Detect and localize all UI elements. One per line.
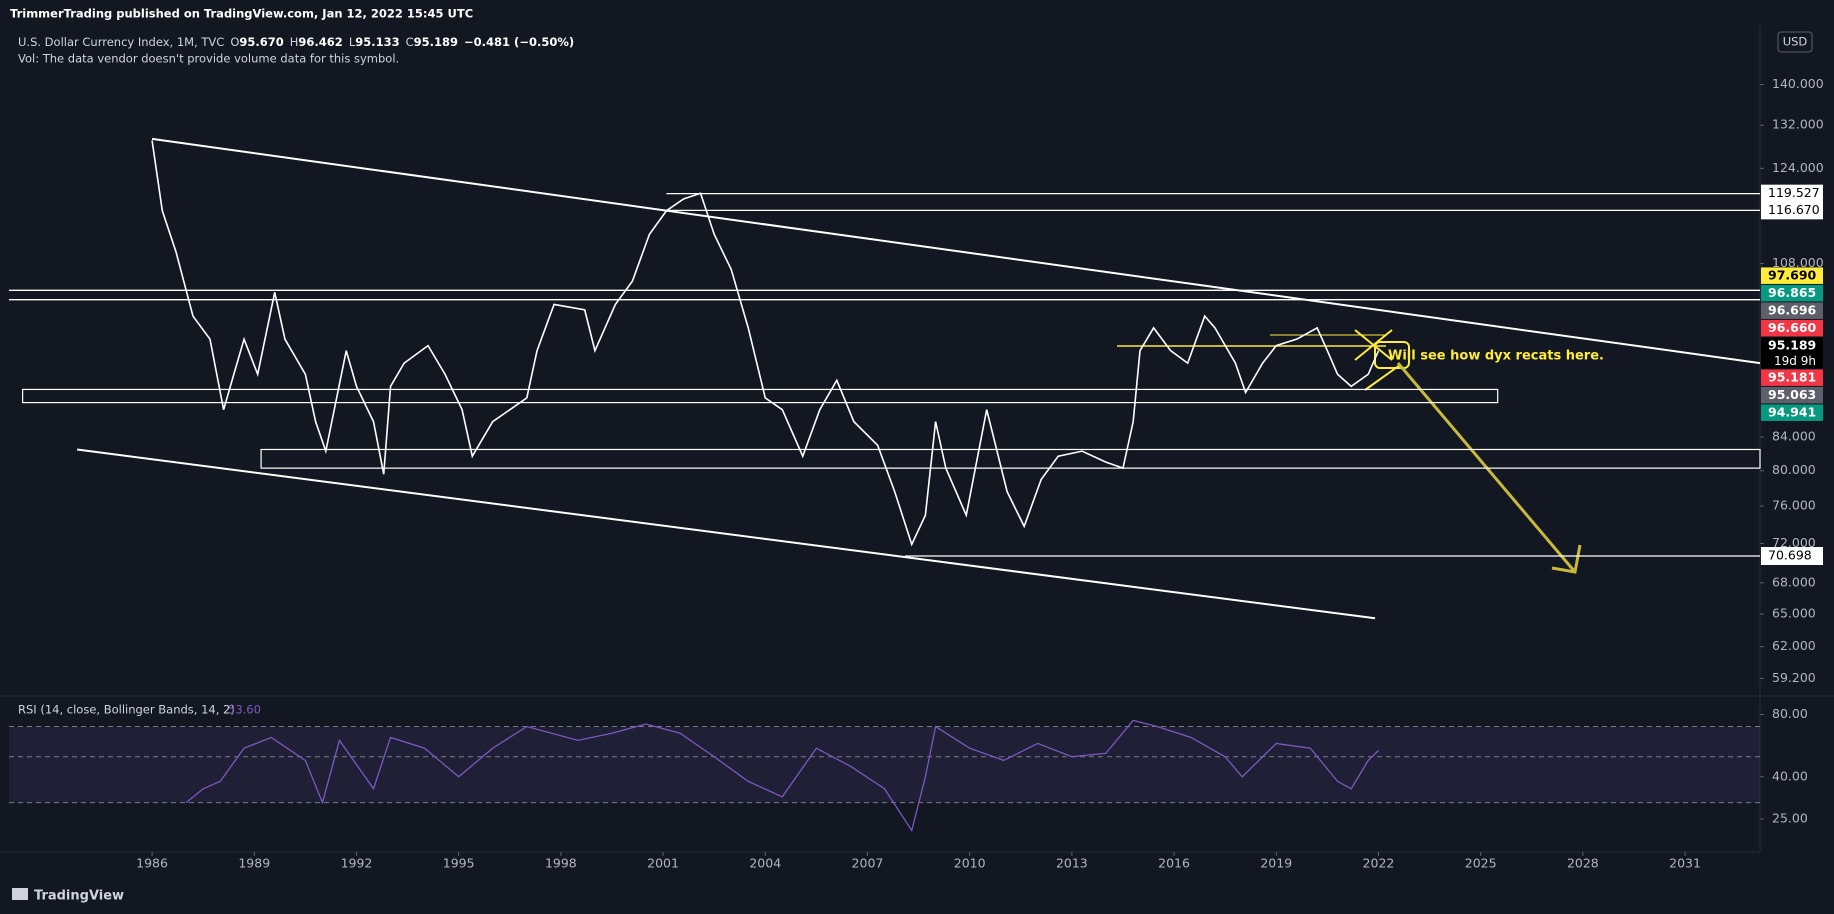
- range-box: [22, 388, 1499, 404]
- trendline: [151, 137, 1761, 365]
- level-label: 70.698: [1768, 548, 1812, 563]
- x-tick-label: 1992: [341, 856, 373, 871]
- level-label: 119.527: [1768, 185, 1820, 200]
- price-label: 96.865: [1768, 285, 1816, 300]
- price-label-bg: [1761, 284, 1823, 302]
- ohlc-value: 96.462: [298, 35, 342, 49]
- x-tick-label: 2001: [647, 856, 679, 871]
- level-label-bg: [1761, 184, 1823, 203]
- price-label: 95.063: [1768, 387, 1816, 402]
- y-tick-label: 65.000: [1772, 605, 1816, 620]
- y-tick-label: 84.000: [1772, 429, 1816, 444]
- ohlc-value: 95.133: [355, 35, 399, 49]
- annotation-text: Will see how dyx recats here.: [1388, 349, 1604, 364]
- rsi-title: RSI (14, close, Bollinger Bands, 14, 2): [18, 703, 235, 717]
- x-tick-label: 2022: [1363, 856, 1395, 871]
- price-label: 95.181: [1768, 369, 1816, 384]
- countdown: 19d 9h: [1774, 354, 1816, 368]
- x-tick-label: 2025: [1465, 856, 1497, 871]
- y-tick-label: 80.00: [1772, 706, 1808, 721]
- price-label-bg: [1761, 267, 1823, 284]
- ohlc-key: H: [290, 35, 299, 49]
- y-tick-label: 68.000: [1772, 574, 1816, 589]
- currency-badge[interactable]: [1777, 31, 1813, 53]
- x-tick-label: 2031: [1669, 856, 1701, 871]
- published-note: TrimmerTrading published on TradingView.…: [10, 7, 473, 21]
- currency[interactable]: USD: [1783, 35, 1808, 49]
- annotation-arrowhead: [1551, 544, 1582, 574]
- y-tick-label: 40.00: [1772, 768, 1808, 783]
- change: −0.481 (−0.50%): [464, 35, 574, 49]
- annotation-x: [1354, 329, 1393, 361]
- y-tick-label: 80.000: [1772, 462, 1816, 477]
- y-tick-label: 59.200: [1772, 670, 1816, 685]
- x-tick-label: 2019: [1260, 856, 1292, 871]
- x-tick-label: 2016: [1158, 856, 1190, 871]
- price-label: 96.660: [1768, 320, 1817, 335]
- volume-note: Vol: The data vendor doesn't provide vol…: [18, 52, 399, 66]
- symbol-name: U.S. Dollar Currency Index, 1M, TVC: [18, 35, 224, 49]
- ohlc-value: 95.670: [239, 35, 283, 49]
- range-box: [260, 448, 1761, 469]
- price-label: 94.941: [1768, 404, 1816, 419]
- x-tick-label: 2004: [749, 856, 781, 871]
- x-tick-label: 2010: [954, 856, 986, 871]
- y-tick-label: 76.000: [1772, 498, 1816, 513]
- x-tick-label: 2028: [1567, 856, 1599, 871]
- trendline: [77, 448, 1376, 620]
- y-tick-label: 25.00: [1772, 810, 1808, 825]
- x-tick-label: 1998: [545, 856, 577, 871]
- annotation-stroke: [1364, 364, 1401, 391]
- x-tick-label: 1986: [136, 856, 168, 871]
- x-tick-label: 1989: [238, 856, 270, 871]
- price-label-bg: [1761, 319, 1823, 337]
- price-label: 95.189: [1768, 337, 1816, 352]
- y-tick-label: 62.000: [1772, 638, 1816, 653]
- ohlc-key: L: [349, 35, 356, 49]
- ohlc-key: C: [406, 35, 414, 49]
- x-tick-label: 2007: [852, 856, 884, 871]
- x-tick-label: 2013: [1056, 856, 1088, 871]
- price-label-bg: [1761, 337, 1823, 369]
- price-label-bg: [1761, 302, 1823, 319]
- rsi-line: [185, 719, 1379, 833]
- x-tick-label: 1995: [443, 856, 475, 871]
- ohlc-key: O: [230, 35, 239, 49]
- level-label: 116.670: [1768, 202, 1820, 217]
- ohlc-value: 95.189: [414, 35, 458, 49]
- y-tick-label: 72.000: [1772, 535, 1816, 550]
- symbol-legend: U.S. Dollar Currency Index, 1M, TVC O95.6…: [18, 35, 574, 49]
- price-label: 96.696: [1768, 302, 1817, 317]
- y-tick-label: 108.000: [1772, 255, 1824, 270]
- y-tick-label: 124.000: [1772, 160, 1824, 175]
- y-tick-label: 140.000: [1772, 76, 1824, 91]
- rsi-last-value: 53.60: [228, 703, 261, 717]
- annotation-box: [1374, 341, 1410, 369]
- y-tick-label: 132.000: [1772, 117, 1824, 132]
- price-label-bg: [1761, 404, 1823, 421]
- brand-logo: [12, 888, 28, 900]
- price-label-bg: [1761, 369, 1823, 386]
- brand[interactable]: TradingView: [34, 889, 124, 904]
- price-label-bg: [1761, 386, 1823, 404]
- price-label: 97.690: [1768, 267, 1817, 282]
- annotation-arrow: [1396, 362, 1577, 573]
- level-label-bg: [1761, 547, 1823, 566]
- level-label-bg: [1761, 201, 1823, 220]
- price-line: [151, 140, 1380, 547]
